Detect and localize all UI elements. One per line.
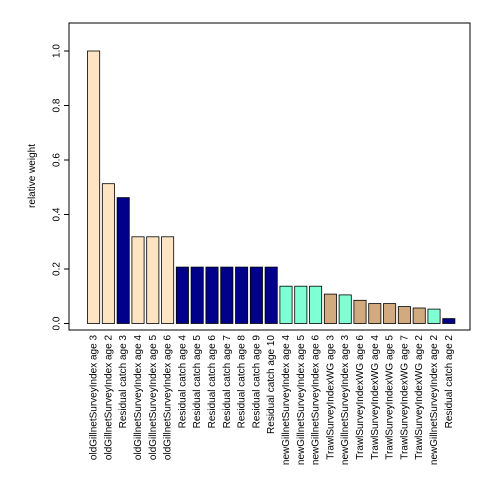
y-tick-label-0: 0.0 xyxy=(52,316,63,330)
y-tick-label-2: 0.4 xyxy=(52,207,63,221)
bar-25 xyxy=(442,318,456,324)
category-label-24: newGillnetSurveyIndex age 2 xyxy=(429,335,440,466)
category-label-1: oldGillnetSurveyIndex age 3 xyxy=(89,335,100,461)
category-label-12: Residual catch age 9 xyxy=(251,335,262,429)
bar-24 xyxy=(427,308,441,324)
bar-9 xyxy=(205,266,219,324)
category-labels: oldGillnetSurveyIndex age 3 oldGillnetSur… xyxy=(89,335,455,466)
category-label-7: Residual catch age 4 xyxy=(177,335,188,429)
bar-21 xyxy=(383,303,397,324)
bar-17 xyxy=(323,293,337,324)
bar-10 xyxy=(220,266,234,324)
category-label-16: newGillnetSurveyIndex age 6 xyxy=(311,335,322,466)
bar-14 xyxy=(279,285,293,324)
bar-18 xyxy=(338,294,352,324)
bar-20 xyxy=(368,303,382,324)
category-label-11: Residual catch age 8 xyxy=(237,335,248,429)
y-tick-label-5: 1.0 xyxy=(52,44,63,58)
bar-16 xyxy=(309,285,323,324)
category-label-6: oldGillnetSurveyIndex age 6 xyxy=(163,335,174,461)
bar-22 xyxy=(397,306,411,324)
category-label-9: Residual catch age 6 xyxy=(207,335,218,429)
y-axis-label: relative weight xyxy=(27,144,38,208)
bar-2 xyxy=(101,183,115,324)
category-label-15: newGillnetSurveyIndex age 5 xyxy=(296,335,307,466)
category-label-3: Residual catch age 3 xyxy=(118,335,129,429)
y-tick-label-3: 0.6 xyxy=(52,153,63,167)
category-label-17: TrawlSurveyIndexWG age 3 xyxy=(325,335,336,460)
category-label-18: newGillnetSurveyIndex age 3 xyxy=(340,335,351,466)
bar-11 xyxy=(235,266,249,324)
category-label-22: TrawlSurveyIndexWG age 7 xyxy=(399,335,410,460)
bar-6 xyxy=(161,236,175,324)
bar-13 xyxy=(264,266,278,324)
y-axis: 0.0 0.2 0.4 0.6 0.8 1.0 xyxy=(52,44,69,330)
category-label-19: TrawlSurveyIndexWG age 6 xyxy=(355,335,366,460)
category-label-25: Residual catch age 2 xyxy=(444,335,455,429)
bar-8 xyxy=(190,266,204,324)
y-tick-label-4: 0.8 xyxy=(52,98,63,112)
bar-15 xyxy=(294,285,308,324)
category-label-13: Residual catch age 10 xyxy=(266,335,277,434)
y-tick-label-1: 0.2 xyxy=(52,262,63,276)
category-label-14: newGillnetSurveyIndex age 4 xyxy=(281,335,292,466)
category-label-23: TrawlSurveyIndexWG age 2 xyxy=(414,335,425,460)
category-label-8: Residual catch age 5 xyxy=(192,335,203,429)
category-label-2: oldGillnetSurveyIndex age 2 xyxy=(103,335,114,461)
bar-5 xyxy=(146,236,160,324)
bar-7 xyxy=(175,266,189,324)
bar-12 xyxy=(249,266,263,324)
category-label-21: TrawlSurveyIndexWG age 5 xyxy=(385,335,396,460)
category-label-4: oldGillnetSurveyIndex age 4 xyxy=(133,335,144,461)
plot-frame xyxy=(68,22,471,331)
bar-1 xyxy=(87,50,101,324)
bars xyxy=(87,50,456,324)
bar-19 xyxy=(353,299,367,324)
category-label-20: TrawlSurveyIndexWG age 4 xyxy=(370,335,381,460)
bar-4 xyxy=(131,236,145,324)
category-label-5: oldGillnetSurveyIndex age 5 xyxy=(148,335,159,461)
bar-3 xyxy=(116,197,130,324)
category-label-10: Residual catch age 7 xyxy=(222,335,233,429)
bar-23 xyxy=(412,307,426,324)
